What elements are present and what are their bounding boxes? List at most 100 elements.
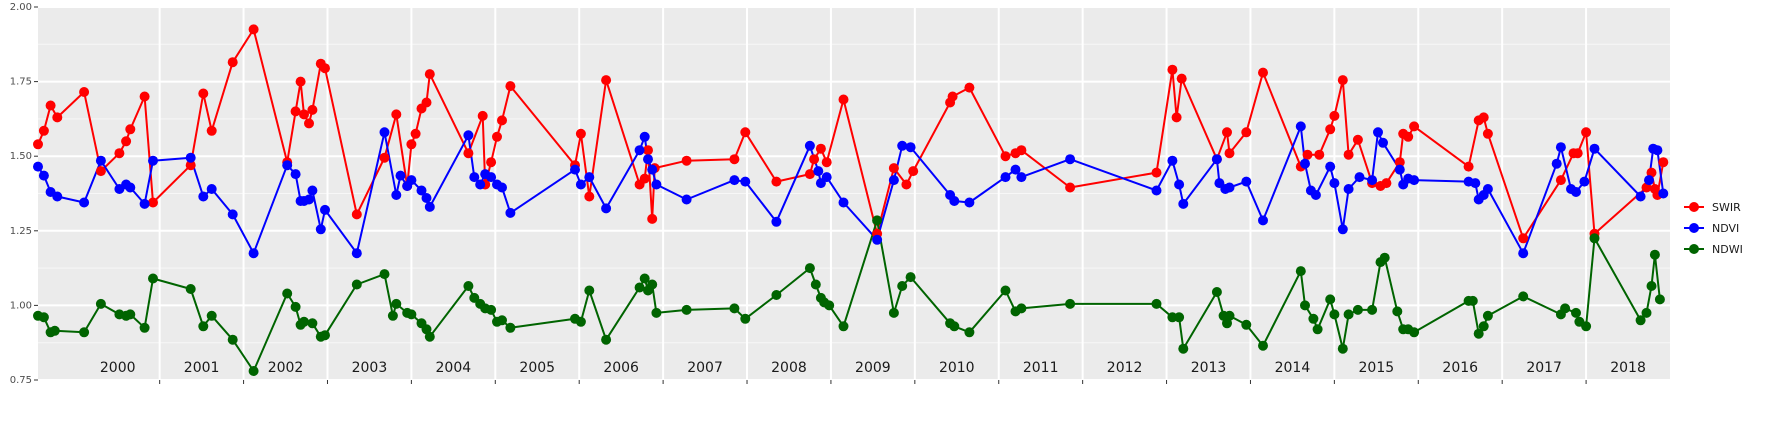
y-tick-label: 2.00 <box>10 2 32 13</box>
data-point-swir <box>463 148 474 159</box>
data-point-ndvi <box>1224 182 1235 193</box>
data-point-ndwi <box>1337 343 1348 354</box>
data-point-swir <box>1224 148 1235 159</box>
data-point-swir <box>1555 175 1566 186</box>
data-point-ndwi <box>1409 327 1420 338</box>
data-point-ndvi <box>681 194 692 205</box>
legend-key-point-ndwi <box>1689 244 1699 254</box>
data-point-ndvi <box>771 216 782 227</box>
legend-label-ndvi: NDVI <box>1712 222 1739 235</box>
data-point-ndwi <box>740 313 751 324</box>
y-tick-label: 1.50 <box>10 151 32 162</box>
year-label: 2017 <box>1526 360 1562 376</box>
data-point-swir <box>639 173 650 184</box>
data-point-ndvi <box>643 154 653 165</box>
data-point-ndvi <box>888 175 899 186</box>
data-point-ndwi <box>248 366 259 376</box>
data-point-ndvi <box>1329 178 1340 189</box>
data-point-ndvi <box>1373 127 1383 138</box>
data-point-swir <box>1518 233 1529 244</box>
data-point-ndvi <box>424 201 435 212</box>
data-point-swir <box>410 128 421 139</box>
data-point-swir <box>351 209 362 220</box>
data-point-ndvi <box>1551 158 1562 169</box>
data-point-ndvi <box>185 152 196 163</box>
data-point-swir <box>38 125 49 136</box>
data-point-ndvi <box>729 175 740 186</box>
data-point-swir <box>52 112 63 123</box>
data-point-ndvi <box>821 172 832 183</box>
year-label: 2004 <box>436 360 472 376</box>
data-point-ndvi <box>1241 176 1252 187</box>
series-points <box>33 24 1669 376</box>
data-point-ndwi <box>1392 306 1403 317</box>
data-point-ndvi <box>307 185 318 196</box>
data-point-ndwi <box>1467 295 1478 306</box>
data-point-ndwi <box>681 304 692 315</box>
data-point-ndvi <box>897 140 908 151</box>
data-point-swir <box>1302 149 1313 160</box>
data-point-swir <box>295 76 306 87</box>
data-point-ndvi <box>1470 178 1481 189</box>
data-point-swir <box>643 145 653 156</box>
y-tick-label: 1.00 <box>10 300 32 311</box>
data-point-ndwi <box>771 290 782 300</box>
data-point-ndvi <box>139 198 150 209</box>
data-point-ndvi <box>1409 175 1420 186</box>
data-point-swir <box>248 24 259 35</box>
data-point-swir <box>1581 127 1592 138</box>
data-point-swir <box>1409 121 1420 132</box>
data-point-swir <box>1151 167 1162 178</box>
data-point-ndwi <box>148 273 158 284</box>
data-point-ndwi <box>198 321 209 332</box>
data-point-swir <box>1241 127 1252 138</box>
data-point-ndvi <box>647 164 658 175</box>
data-point-ndvi <box>421 193 432 203</box>
data-point-ndwi <box>227 334 238 345</box>
data-point-swir <box>809 154 820 165</box>
y-tick-label: 0.75 <box>10 375 32 386</box>
data-point-swir <box>304 118 314 129</box>
data-point-swir <box>421 97 432 108</box>
year-label: 2015 <box>1359 360 1395 376</box>
data-point-swir <box>299 109 309 120</box>
data-point-swir <box>1258 67 1268 78</box>
data-point-ndwi <box>1589 233 1600 244</box>
data-point-ndvi <box>1658 188 1669 199</box>
data-point-ndvi <box>79 197 90 208</box>
y-tick-label: 1.25 <box>10 226 32 237</box>
data-point-ndvi <box>416 185 427 196</box>
data-point-swir <box>198 88 209 99</box>
year-label: 2007 <box>687 360 723 376</box>
data-point-ndvi <box>406 175 417 186</box>
data-point-ndvi <box>1000 172 1011 183</box>
data-point-ndvi <box>1337 224 1348 235</box>
data-point-ndwi <box>639 273 650 284</box>
data-point-swir <box>771 176 782 187</box>
year-label: 2002 <box>268 360 304 376</box>
data-point-ndwi <box>79 327 90 338</box>
data-point-swir <box>1325 124 1336 135</box>
data-point-ndwi <box>584 285 595 296</box>
data-point-ndvi <box>1310 190 1321 200</box>
data-point-ndvi <box>497 182 507 193</box>
y-axis: 0.75 1.00 1.25 1.50 1.75 2.00 <box>10 2 38 386</box>
data-point-swir <box>139 91 150 102</box>
year-labels: 2000 2001 2002 2003 2004 2005 2006 2007 2008 2009… <box>100 360 1646 376</box>
data-point-ndvi <box>227 209 238 220</box>
year-label: 2001 <box>184 360 220 376</box>
data-point-swir <box>575 128 586 139</box>
year-label: 2014 <box>1275 360 1311 376</box>
data-point-ndvi <box>1354 172 1365 183</box>
data-point-ndvi <box>1482 184 1493 194</box>
data-point-ndvi <box>391 190 402 200</box>
data-point-swir <box>1343 149 1354 160</box>
year-label: 2005 <box>519 360 555 376</box>
data-point-swir <box>477 110 488 121</box>
data-point-ndwi <box>824 300 835 311</box>
year-label: 2012 <box>1107 360 1143 376</box>
data-point-ndwi <box>206 310 217 321</box>
data-point-ndvi <box>290 169 301 180</box>
data-point-ndvi <box>198 191 209 202</box>
